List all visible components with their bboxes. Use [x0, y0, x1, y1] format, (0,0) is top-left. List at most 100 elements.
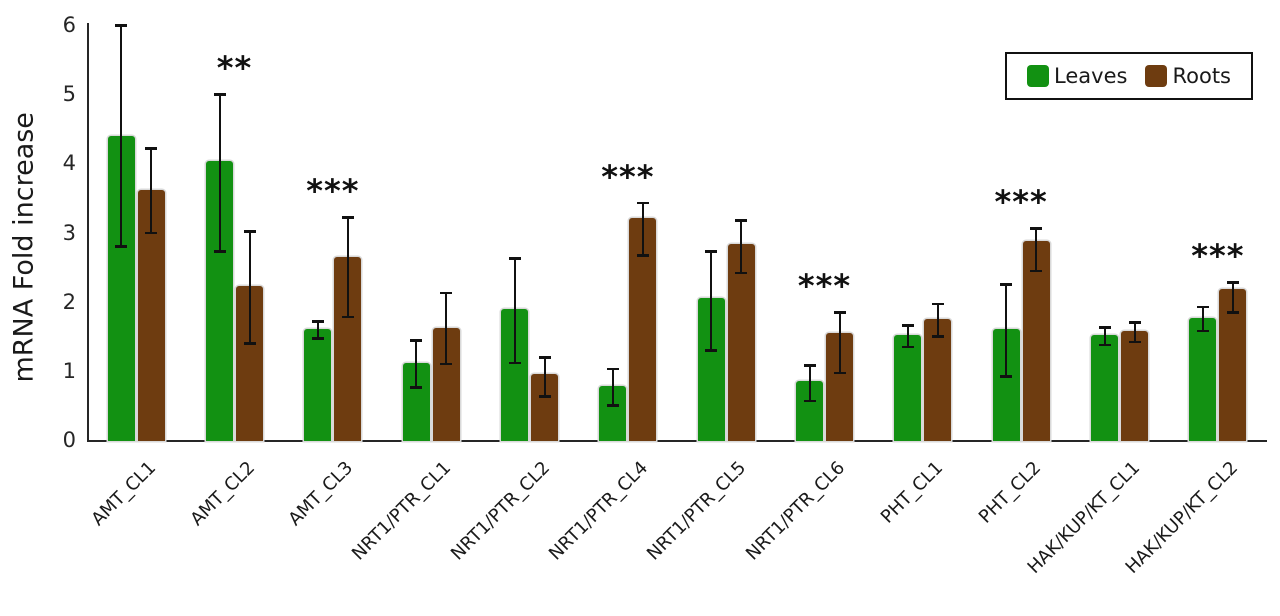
error-bar [1005, 284, 1008, 377]
error-bar-cap-top [931, 302, 944, 306]
error-bar [838, 312, 841, 373]
bar-leaves-HAK/KUP/KT_CL2 [1189, 317, 1217, 441]
error-bar [513, 258, 516, 363]
error-bar-cap-bottom [410, 386, 423, 389]
x-axis-line [87, 440, 1267, 442]
error-bar-cap-top [243, 230, 256, 233]
error-bar [808, 365, 811, 401]
significance-marker-NRT1/PTR_CL6: *** [797, 267, 852, 306]
error-bar-cap-bottom [1128, 340, 1141, 344]
roots-swatch-icon [1145, 65, 1168, 87]
significance-marker-AMT_CL2: ** [216, 49, 253, 88]
error-bar [248, 231, 251, 344]
error-bar-cap-bottom [508, 361, 521, 365]
error-bar-cap-bottom [705, 349, 718, 352]
error-bar [150, 148, 153, 233]
error-bar-cap-top [440, 291, 453, 295]
error-bar-cap-top [1098, 326, 1111, 329]
error-bar-cap-bottom [636, 254, 649, 257]
bar-leaves-AMT_CL3 [304, 329, 332, 441]
error-bar [346, 217, 349, 317]
error-bar-cap-bottom [115, 245, 128, 248]
error-bar-cap-top [901, 324, 914, 327]
bar-roots-HAK/KUP/KT_CL1 [1121, 331, 1148, 441]
legend: Leaves Roots [1005, 52, 1253, 100]
error-bar-cap-bottom [1226, 311, 1239, 314]
bar-roots-HAK/KUP/KT_CL2 [1219, 288, 1247, 441]
error-bar [740, 220, 743, 273]
error-bar-cap-top [1196, 305, 1209, 308]
error-bar-cap-bottom [1030, 269, 1043, 273]
error-bar-cap-top [341, 216, 354, 219]
error-bar-cap-bottom [1000, 375, 1013, 378]
error-bar-cap-bottom [833, 371, 846, 375]
error-bar [218, 94, 221, 252]
error-bar [936, 303, 939, 337]
error-bar-cap-bottom [145, 231, 158, 234]
error-bar-cap-bottom [931, 335, 944, 338]
error-bar [1035, 228, 1038, 271]
y-tick-label: 1 [62, 358, 76, 383]
error-bar [906, 325, 909, 347]
error-bar [1231, 282, 1234, 313]
error-bar-cap-top [508, 257, 521, 260]
error-bar-cap-bottom [341, 315, 354, 319]
error-bar-cap-bottom [901, 345, 914, 349]
error-bar [641, 202, 644, 256]
error-bar-cap-bottom [440, 362, 453, 366]
error-bar-cap-top [636, 201, 649, 205]
significance-marker-HAK/KUP/KT_CL2: *** [1191, 237, 1245, 276]
leaves-swatch-icon [1027, 65, 1050, 87]
significance-marker-PHT_CL2: *** [994, 183, 1048, 222]
legend-label-roots: Roots [1172, 64, 1231, 88]
error-bar-cap-bottom [311, 337, 324, 340]
error-bar [611, 368, 614, 406]
y-tick-label: 3 [62, 220, 76, 245]
error-bar-cap-top [410, 339, 423, 342]
y-tick-label: 2 [62, 289, 76, 314]
error-bar [316, 321, 319, 339]
error-bar-cap-top [1000, 283, 1013, 286]
bar-roots-NRT1/PTR_CL5 [727, 244, 755, 441]
legend-item-leaves: Leaves [1027, 64, 1127, 88]
error-bar-cap-top [803, 364, 816, 367]
error-bar-cap-top [145, 147, 158, 150]
error-bar-cap-top [705, 250, 718, 253]
legend-label-leaves: Leaves [1054, 64, 1128, 88]
error-bar-cap-top [115, 24, 128, 27]
error-bar-cap-bottom [1196, 329, 1209, 333]
error-bar-cap-bottom [606, 404, 619, 407]
error-bar-cap-top [538, 356, 551, 359]
bar-leaves-HAK/KUP/KT_CL1 [1091, 334, 1118, 441]
legend-item-roots: Roots [1145, 64, 1231, 88]
error-bar [445, 292, 448, 364]
error-bar [1201, 306, 1204, 331]
bar-roots-PHT_CL2 [1022, 241, 1050, 441]
error-bar [120, 25, 123, 247]
significance-marker-NRT1/PTR_CL4: *** [601, 157, 655, 196]
error-bar-cap-top [213, 93, 226, 96]
error-bar [543, 357, 546, 397]
error-bar-cap-top [833, 311, 846, 314]
error-bar [710, 251, 713, 351]
error-bar-cap-top [311, 320, 324, 323]
y-axis-line [87, 23, 89, 442]
error-bar-cap-top [1030, 227, 1043, 230]
error-bar [1133, 322, 1136, 342]
error-bar [1103, 327, 1106, 345]
error-bar-cap-bottom [803, 399, 816, 403]
significance-marker-AMT_CL3: *** [306, 172, 360, 211]
y-tick-label: 4 [62, 151, 76, 176]
y-tick-label: 0 [62, 428, 76, 452]
error-bar [415, 340, 418, 388]
error-bar-cap-top [1128, 321, 1141, 324]
error-bar-cap-bottom [1098, 343, 1111, 347]
error-bar-cap-top [1226, 281, 1239, 284]
error-bar-cap-top [735, 219, 748, 222]
bar-leaves-PHT_CL1 [894, 334, 922, 441]
error-bar-cap-bottom [538, 395, 551, 398]
error-bar-cap-bottom [213, 250, 226, 253]
bar-roots-PHT_CL1 [924, 318, 952, 441]
error-bar-cap-bottom [243, 342, 256, 345]
